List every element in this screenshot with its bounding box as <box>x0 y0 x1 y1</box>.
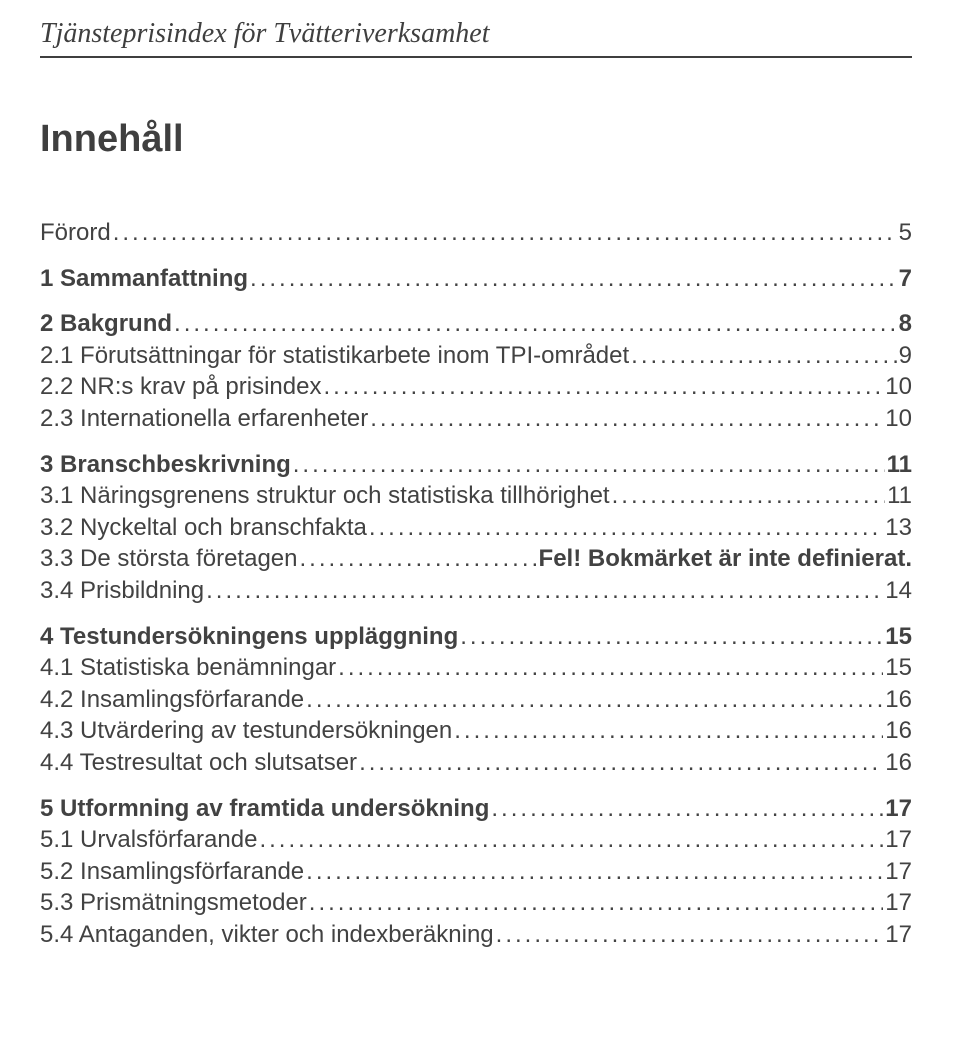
toc-page: 17 <box>885 858 912 886</box>
toc-row: 3 Branschbeskrivning 11 <box>40 451 912 479</box>
toc-page: 9 <box>899 342 912 370</box>
toc-group: 4 Testundersökningens uppläggning154.1 S… <box>40 623 912 777</box>
toc-label: 5.2 Insamlingsförfarande <box>40 858 304 886</box>
toc-row: 3.4 Prisbildning 14 <box>40 577 912 605</box>
toc-row: 3.1 Näringsgrenens struktur och statisti… <box>40 482 912 510</box>
toc-row: 5.4 Antaganden, vikter och indexberäknin… <box>40 921 912 949</box>
toc-row: 5.2 Insamlingsförfarande 17 <box>40 858 912 886</box>
toc-row: 5.3 Prismätningsmetoder 17 <box>40 889 912 917</box>
toc-leader <box>359 749 883 777</box>
toc-leader <box>293 451 885 479</box>
toc-page: 11 <box>887 482 912 510</box>
running-title: Tjänsteprisindex för Tvätteriverksamhet <box>40 18 912 58</box>
toc-leader <box>206 577 883 605</box>
toc-page: 5 <box>899 219 912 247</box>
toc-label: 3 Branschbeskrivning <box>40 451 291 479</box>
toc-leader <box>306 858 883 886</box>
table-of-contents: Förord 5 1 Sammanfattning 7 2 Bakgrund 8 2.1 F… <box>40 219 912 948</box>
toc-leader <box>369 514 883 542</box>
toc-leader <box>174 310 897 338</box>
toc-page: 10 <box>885 373 912 401</box>
toc-error-text: Fel! Bokmärket är inte definierat. <box>539 545 912 573</box>
toc-page: 8 <box>899 310 912 338</box>
toc-heading: Innehåll <box>40 118 912 161</box>
toc-row: 2 Bakgrund 8 <box>40 310 912 338</box>
toc-leader <box>250 265 897 293</box>
toc-leader <box>370 405 883 433</box>
toc-page: 17 <box>885 889 912 917</box>
toc-label: 3.1 Näringsgrenens struktur och statisti… <box>40 482 610 510</box>
toc-leader <box>460 623 883 651</box>
toc-label: 4.2 Insamlingsförfarande <box>40 686 304 714</box>
toc-page: 16 <box>885 686 912 714</box>
toc-row: 2.1 Förutsättningar för statistikarbete … <box>40 342 912 370</box>
toc-row: 3.3 De största företagen Fel! Bokmärket ä… <box>40 545 912 573</box>
toc-label: Förord <box>40 219 111 247</box>
toc-leader <box>496 921 884 949</box>
toc-label: 5.3 Prismätningsmetoder <box>40 889 307 917</box>
toc-leader <box>454 717 883 745</box>
toc-page: 14 <box>885 577 912 605</box>
toc-page: 16 <box>885 717 912 745</box>
toc-row: 5 Utformning av framtida undersökning 17 <box>40 795 912 823</box>
toc-row: 2.2 NR:s krav på prisindex 10 <box>40 373 912 401</box>
toc-label: 2.3 Internationella erfarenheter <box>40 405 368 433</box>
toc-label: 5.4 Antaganden, vikter och indexberäknin… <box>40 921 494 949</box>
toc-leader <box>491 795 883 823</box>
toc-label: 4 Testundersökningens uppläggning <box>40 623 458 651</box>
toc-page: 7 <box>899 265 912 293</box>
toc-row: 4.4 Testresultat och slutsatser 16 <box>40 749 912 777</box>
toc-label: 3.4 Prisbildning <box>40 577 204 605</box>
toc-row: 2.3 Internationella erfarenheter 10 <box>40 405 912 433</box>
toc-label: 1 Sammanfattning <box>40 265 248 293</box>
toc-page: 15 <box>885 654 912 682</box>
toc-label: 5 Utformning av framtida undersökning <box>40 795 489 823</box>
toc-leader <box>338 654 883 682</box>
toc-leader <box>113 219 897 247</box>
toc-label: 3.3 De största företagen <box>40 545 297 573</box>
toc-group: 2 Bakgrund 8 2.1 Förutsättningar för stati… <box>40 310 912 432</box>
toc-leader <box>631 342 896 370</box>
toc-row: 4.3 Utvärdering av testundersökningen 16 <box>40 717 912 745</box>
toc-page: 17 <box>885 795 912 823</box>
toc-row: 4.1 Statistiska benämningar 15 <box>40 654 912 682</box>
toc-row: 3.2 Nyckeltal och branschfakta 13 <box>40 514 912 542</box>
toc-row: 4.2 Insamlingsförfarande 16 <box>40 686 912 714</box>
toc-label: 4.3 Utvärdering av testundersökningen <box>40 717 452 745</box>
toc-row: 5.1 Urvalsförfarande 17 <box>40 826 912 854</box>
toc-leader <box>306 686 883 714</box>
toc-page: 15 <box>885 623 912 651</box>
toc-label: 2.1 Förutsättningar för statistikarbete … <box>40 342 629 370</box>
toc-label: 4.4 Testresultat och slutsatser <box>40 749 357 777</box>
toc-group: 5 Utformning av framtida undersökning175… <box>40 795 912 949</box>
toc-leader <box>309 889 884 917</box>
toc-leader <box>612 482 885 510</box>
toc-row: 1 Sammanfattning 7 <box>40 265 912 293</box>
toc-page: 11 <box>887 451 912 479</box>
toc-label: 2 Bakgrund <box>40 310 172 338</box>
toc-page: 17 <box>885 921 912 949</box>
toc-leader <box>299 545 536 573</box>
toc-label: 3.2 Nyckeltal och branschfakta <box>40 514 367 542</box>
toc-row: Förord 5 <box>40 219 912 247</box>
toc-page: 16 <box>885 749 912 777</box>
toc-page: 17 <box>885 826 912 854</box>
toc-group: Förord 5 <box>40 219 912 247</box>
toc-label: 2.2 NR:s krav på prisindex <box>40 373 321 401</box>
toc-group: 3 Branschbeskrivning 11 3.1 Näringsgrenens… <box>40 451 912 605</box>
toc-label: 4.1 Statistiska benämningar <box>40 654 336 682</box>
toc-row: 4 Testundersökningens uppläggning 15 <box>40 623 912 651</box>
toc-page: 10 <box>885 405 912 433</box>
toc-group: 1 Sammanfattning 7 <box>40 265 912 293</box>
toc-page: 13 <box>885 514 912 542</box>
toc-label: 5.1 Urvalsförfarande <box>40 826 257 854</box>
toc-leader <box>323 373 883 401</box>
toc-leader <box>259 826 883 854</box>
